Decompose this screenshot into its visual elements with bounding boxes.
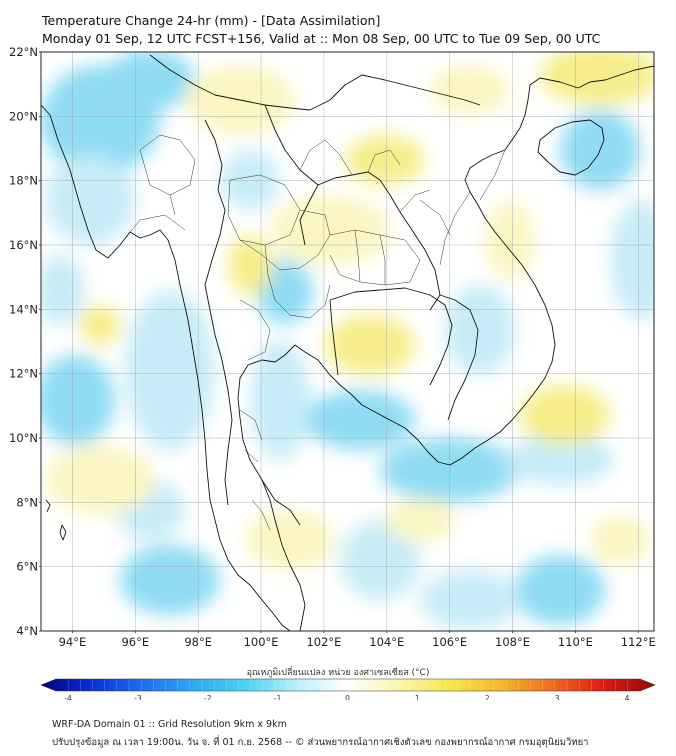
lon-tick-label: 108°E <box>495 635 530 649</box>
colorbar-divisions <box>67 679 629 691</box>
andaman-islands <box>45 499 67 541</box>
lon-tick-label: 104°E <box>369 635 404 649</box>
lon-tick-label: 110°E <box>558 635 593 649</box>
myanmar-coastline <box>41 104 291 631</box>
colorbar-tick-label: 3 <box>555 694 560 700</box>
china-border <box>149 54 481 111</box>
cambodia-vietnam-coast <box>339 77 579 466</box>
thailand-cambodia-border <box>329 287 453 386</box>
south-china-coast <box>577 65 654 89</box>
lon-tick-label: 98°E <box>184 635 212 649</box>
colorbar-tick-label: -1 <box>274 694 282 700</box>
colorbar-ticks: -4 -3 -2 -1 0 1 2 3 4 <box>64 694 629 700</box>
map-canvas: 4°N 6°N 8°N 10°N 12°N 14°N 16°N 18°N 20°N 22°N 94… <box>9 45 656 700</box>
lat-tick-label: 18°N <box>9 174 38 188</box>
lon-tick-label: 102°E <box>306 635 341 649</box>
lat-tick-label: 10°N <box>9 431 38 445</box>
map-subtitle: Monday 01 Sep, 12 UTC FCST+156, Valid at… <box>42 31 601 46</box>
colorbar-tick-label: 0 <box>345 694 350 700</box>
colorbar-tick-label: -4 <box>64 694 72 700</box>
lat-tick-label: 22°N <box>9 45 38 59</box>
lat-tick-label: 12°N <box>9 367 38 381</box>
vietnam-inner-border <box>439 294 479 421</box>
lat-tick-label: 14°N <box>9 302 38 316</box>
province-boundaries <box>119 134 506 531</box>
latitude-labels: 4°N 6°N 8°N 10°N 12°N 14°N 16°N 18°N 20°N 22°N <box>9 45 41 638</box>
colorbar-tick-label: 1 <box>415 694 420 700</box>
hainan-island <box>537 119 605 176</box>
lon-tick-label: 112°E <box>621 635 656 649</box>
colorbar-tick-label: 2 <box>485 694 490 700</box>
footer-credit: ปรับปรุงข้อมูล ณ เวลา 19:00น. วัน จ. ที่… <box>52 737 589 748</box>
footer-model-info: WRF-DA Domain 01 :: Grid Resolution 9km … <box>52 719 287 730</box>
temperature-change-field <box>41 52 654 631</box>
lat-tick-label: 8°N <box>16 495 38 509</box>
lat-tick-label: 20°N <box>9 109 38 123</box>
malaysia-border <box>261 479 301 526</box>
field-blobs <box>41 52 654 630</box>
colorbar-tick-label: -2 <box>204 694 212 700</box>
lon-tick-label: 106°E <box>432 635 467 649</box>
map-title: Temperature Change 24-hr (mm) - [Data As… <box>42 13 381 28</box>
lon-tick-label: 94°E <box>59 635 87 649</box>
map-frame <box>40 51 655 632</box>
lat-tick-label: 6°N <box>16 560 38 574</box>
lon-tick-label: 100°E <box>244 635 279 649</box>
lon-tick-label: 96°E <box>121 635 149 649</box>
colorbar: -4 -3 -2 -1 0 1 2 3 4 <box>40 678 656 700</box>
laos-border <box>264 104 441 311</box>
colorbar-bar <box>40 678 656 692</box>
colorbar-tick-label: -3 <box>134 694 142 700</box>
colorbar-tick-label: 4 <box>625 694 630 700</box>
longitude-labels: 94°E 96°E 98°E 100°E 102°E 104°E 106°E 108°E 110… <box>59 631 656 649</box>
graticule <box>41 52 654 631</box>
lat-tick-label: 4°N <box>16 624 38 638</box>
gulf-west-coast <box>237 344 341 631</box>
colorbar-title: อุณหภูมิเปลี่ยนแปลง หน่วย องศาเซลเซียส (… <box>246 668 430 678</box>
myanmar-thailand-border <box>204 119 233 506</box>
lat-tick-label: 16°N <box>9 238 38 252</box>
coastlines-and-borders <box>41 54 654 631</box>
